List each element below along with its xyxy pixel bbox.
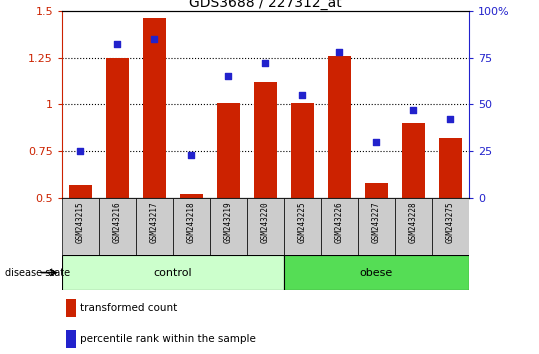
Text: GSM243227: GSM243227 <box>372 201 381 243</box>
Bar <box>66 330 76 348</box>
Text: GSM243225: GSM243225 <box>298 201 307 243</box>
Text: GSM243216: GSM243216 <box>113 201 122 243</box>
Bar <box>247 198 284 255</box>
Bar <box>328 56 350 198</box>
Bar <box>292 103 314 198</box>
Point <box>113 41 122 47</box>
Bar <box>99 198 136 255</box>
Bar <box>181 194 203 198</box>
Text: GSM243215: GSM243215 <box>76 201 85 243</box>
Text: GSM243217: GSM243217 <box>150 201 159 243</box>
Point <box>372 139 381 145</box>
Bar <box>284 255 469 290</box>
Bar <box>358 198 395 255</box>
Bar <box>432 198 469 255</box>
Bar <box>395 198 432 255</box>
Bar <box>136 198 173 255</box>
Title: GDS3688 / 227312_at: GDS3688 / 227312_at <box>189 0 342 10</box>
Bar <box>284 198 321 255</box>
Point <box>335 49 344 55</box>
Text: GSM243275: GSM243275 <box>446 201 455 243</box>
Point <box>150 36 159 42</box>
Text: percentile rank within the sample: percentile rank within the sample <box>80 334 256 344</box>
Point <box>187 152 196 158</box>
Text: disease state: disease state <box>5 268 71 278</box>
Bar <box>70 185 92 198</box>
Point <box>224 74 233 79</box>
Text: transformed count: transformed count <box>80 303 177 313</box>
Text: GSM243226: GSM243226 <box>335 201 344 243</box>
Bar <box>439 138 461 198</box>
Text: obese: obese <box>360 268 393 278</box>
Bar <box>62 255 284 290</box>
Text: GSM243228: GSM243228 <box>409 201 418 243</box>
Bar <box>173 198 210 255</box>
Point <box>76 149 85 154</box>
Text: GSM243219: GSM243219 <box>224 201 233 243</box>
Point <box>261 60 270 66</box>
Bar <box>106 57 129 198</box>
Bar <box>217 103 239 198</box>
Bar <box>66 299 76 317</box>
Bar <box>254 82 277 198</box>
Point <box>446 116 455 122</box>
Text: GSM243218: GSM243218 <box>187 201 196 243</box>
Point <box>409 107 418 113</box>
Bar <box>321 198 358 255</box>
Text: control: control <box>154 268 192 278</box>
Bar <box>143 18 165 198</box>
Bar <box>210 198 247 255</box>
Bar <box>365 183 388 198</box>
Bar <box>402 123 425 198</box>
Text: GSM243220: GSM243220 <box>261 201 270 243</box>
Bar <box>62 198 99 255</box>
Point <box>298 92 307 98</box>
